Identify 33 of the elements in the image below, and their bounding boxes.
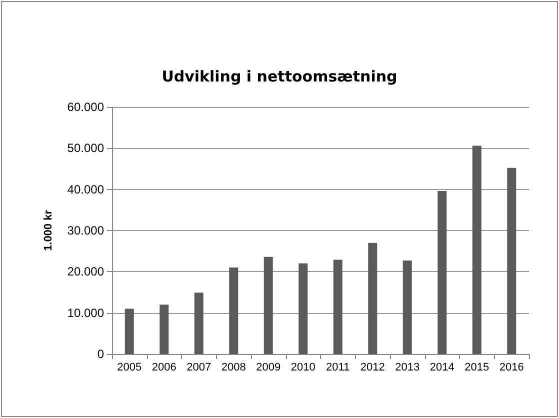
x-tick-label: 2009 [256, 362, 281, 374]
chart-title: Udvikling i nettoomsætning [162, 68, 398, 86]
bar [194, 292, 204, 354]
bar [229, 268, 238, 354]
x-tick-label: 2006 [152, 362, 176, 374]
bar [368, 242, 378, 354]
y-axis-title: 1.000 kr [42, 209, 54, 251]
y-tick-label: 40.000 [67, 182, 104, 196]
bar [333, 260, 342, 354]
x-tick-label: 2007 [186, 362, 212, 374]
bar [507, 168, 516, 354]
bar [160, 304, 169, 354]
bar [298, 263, 308, 354]
y-tick-label: 30.000 [67, 224, 104, 238]
y-tick-label: 50.000 [67, 141, 104, 156]
x-tick-label: 2008 [221, 362, 246, 374]
x-tick-label: 2012 [360, 362, 385, 374]
x-tick-label: 2005 [117, 362, 142, 374]
bar [438, 190, 447, 354]
bar [472, 146, 482, 354]
y-tick-label: 20.000 [67, 264, 104, 279]
x-tick-label: 2014 [430, 362, 454, 374]
x-tick-label: 2015 [464, 362, 490, 374]
bar [124, 308, 134, 354]
x-tick-label: 2011 [326, 362, 350, 374]
x-tick-label: 2010 [290, 362, 316, 374]
bar [264, 256, 273, 354]
x-tick-label: 2013 [395, 362, 420, 374]
bar [402, 260, 412, 354]
y-tick-label: 10.000 [67, 306, 104, 320]
y-tick-label: 60.000 [67, 100, 104, 114]
x-tick-label: 2016 [499, 362, 524, 374]
y-tick-label: 0 [97, 347, 104, 361]
